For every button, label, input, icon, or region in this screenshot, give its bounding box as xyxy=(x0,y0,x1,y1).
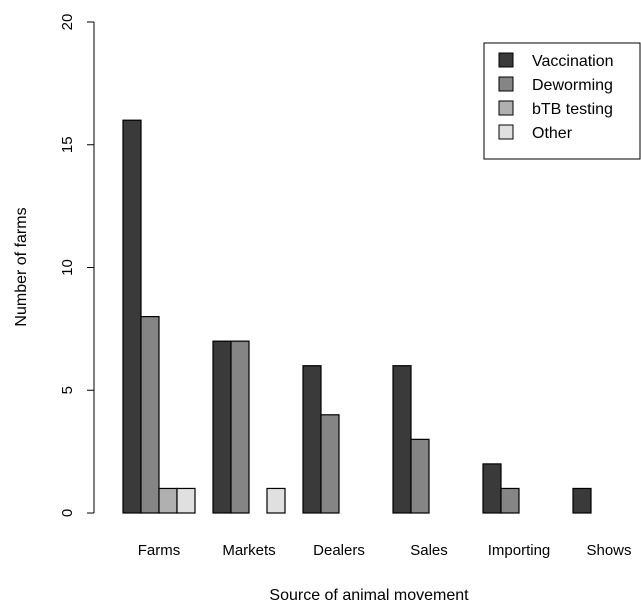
legend-label: Vaccination xyxy=(532,53,614,70)
bar-farms-btb-testing xyxy=(158,487,178,514)
x-axis-title: Source of animal movement xyxy=(269,587,469,602)
x-tick-label: Farms xyxy=(138,542,181,559)
legend-swatch xyxy=(498,52,514,68)
y-tick-label: 5 xyxy=(59,386,76,394)
bars-group xyxy=(122,119,592,514)
legend: Vaccination Deworming bTB testing Other xyxy=(483,42,641,160)
legend-swatch xyxy=(498,124,514,140)
legend-label: Deworming xyxy=(532,77,613,94)
y-tick-label: 15 xyxy=(59,136,76,153)
bar-farms-deworming xyxy=(140,316,160,514)
y-tick-label: 10 xyxy=(59,259,76,276)
legend-swatch xyxy=(498,76,514,92)
y-tick-label: 20 xyxy=(59,14,76,31)
bar-farms-other xyxy=(176,487,196,514)
legend-label: Other xyxy=(532,125,573,142)
bar-dealers-deworming xyxy=(320,414,340,514)
x-tick-label: Shows xyxy=(586,542,631,559)
bar-markets-vaccination xyxy=(212,340,232,514)
legend-label: bTB testing xyxy=(532,101,613,118)
x-tick-label: Dealers xyxy=(313,542,365,559)
x-axis-labels: Farms Markets Dealers Sales Importing Shows xyxy=(138,542,632,559)
bar-farms-vaccination xyxy=(122,119,142,514)
legend-swatch xyxy=(498,100,514,116)
y-axis-title: Number of farms xyxy=(13,207,30,326)
y-tick-label: 0 xyxy=(59,509,76,517)
bar-importing-vaccination xyxy=(482,463,502,514)
x-tick-label: Markets xyxy=(222,542,275,559)
x-tick-label: Importing xyxy=(488,542,551,559)
bar-importing-deworming xyxy=(500,487,520,514)
bar-dealers-vaccination xyxy=(302,365,322,514)
bar-markets-deworming xyxy=(230,340,250,514)
bar-sales-vaccination xyxy=(392,365,412,514)
bar-markets-other xyxy=(266,487,286,514)
bar-shows-vaccination xyxy=(572,487,592,514)
y-axis: 0 5 10 15 20 xyxy=(59,14,95,517)
x-tick-label: Sales xyxy=(410,542,448,559)
bar-sales-deworming xyxy=(410,438,430,514)
